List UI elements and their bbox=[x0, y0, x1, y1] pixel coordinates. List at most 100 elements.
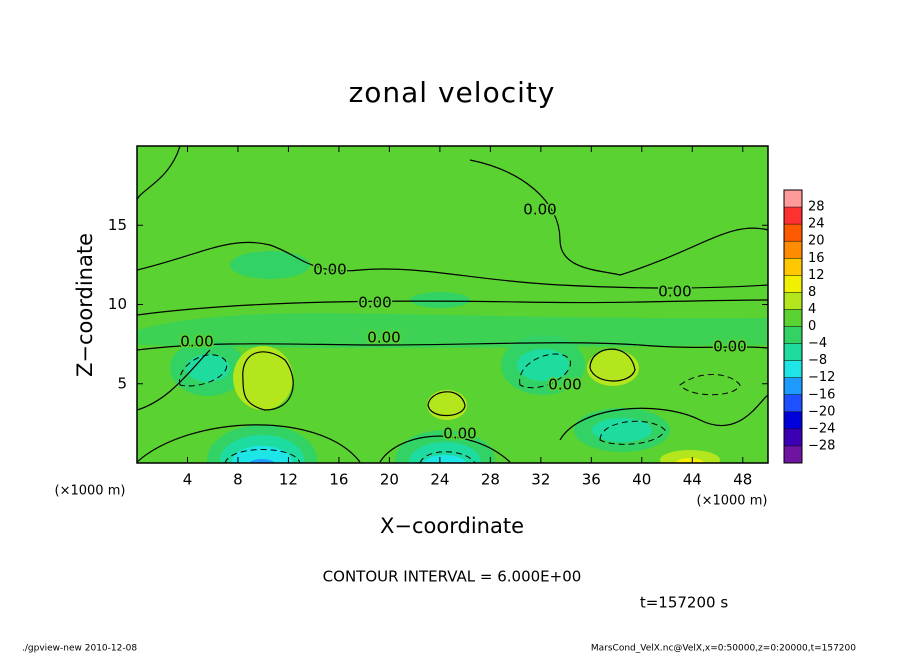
field-region bbox=[592, 418, 652, 442]
x-tick-label: 48 bbox=[733, 471, 752, 489]
contour-line bbox=[242, 351, 294, 411]
y-tick-label: 15 bbox=[108, 216, 127, 234]
x-tick-label: 36 bbox=[582, 471, 601, 489]
contour-line bbox=[469, 159, 768, 276]
colorbar-label: 20 bbox=[808, 234, 825, 249]
x-tick-label: 8 bbox=[233, 471, 243, 489]
field-region bbox=[410, 292, 470, 308]
contour-label: 0.00 bbox=[313, 261, 346, 279]
x-unit: (×1000 m) bbox=[697, 494, 768, 509]
chart-title: zonal velocity bbox=[349, 76, 556, 109]
colorbar-label: −24 bbox=[808, 421, 835, 436]
contour-line-negative bbox=[599, 420, 666, 445]
x-tick-label: 32 bbox=[531, 471, 550, 489]
contour-line bbox=[137, 241, 768, 289]
x-tick-label: 20 bbox=[380, 471, 399, 489]
footer-right: MarsCond_VelX.nc@VelX,x=0:50000,z=0:2000… bbox=[591, 644, 856, 654]
colorbar-label: −16 bbox=[808, 387, 835, 402]
colorbar-label: −4 bbox=[808, 336, 827, 351]
contour-line-negative bbox=[224, 449, 301, 463]
field-band bbox=[137, 313, 768, 349]
field-region bbox=[660, 450, 720, 463]
field-region bbox=[587, 350, 639, 386]
colorbar-box bbox=[784, 258, 802, 276]
field-region bbox=[423, 455, 467, 463]
field-band bbox=[137, 146, 768, 266]
contour-label: 0.00 bbox=[523, 201, 556, 219]
colorbar-label: −28 bbox=[808, 438, 835, 453]
colorbar-box bbox=[784, 275, 802, 293]
x-tick-label: 24 bbox=[430, 471, 449, 489]
colorbar-label: 24 bbox=[808, 217, 825, 232]
contour-line bbox=[137, 299, 768, 316]
colorbar-box bbox=[784, 292, 802, 310]
field-region bbox=[248, 459, 276, 463]
colorbar-label: 28 bbox=[808, 200, 825, 215]
colorbar-box bbox=[784, 394, 802, 412]
contour-line-negative bbox=[179, 354, 228, 387]
contour-label: 0.00 bbox=[443, 425, 476, 443]
colorbar-label: 4 bbox=[808, 302, 816, 317]
contour-line bbox=[137, 342, 768, 351]
field-region bbox=[517, 349, 569, 381]
colorbar-box bbox=[784, 309, 802, 327]
contour-label: 0.00 bbox=[358, 294, 391, 312]
colorbar-box bbox=[784, 411, 802, 429]
x-tick-label: 40 bbox=[632, 471, 651, 489]
time-label: t=157200 s bbox=[640, 594, 728, 612]
colorbar-box bbox=[784, 377, 802, 395]
colorbar-label: 0 bbox=[808, 319, 816, 334]
contour-label: 0.00 bbox=[367, 329, 400, 347]
contour-line bbox=[379, 435, 511, 463]
contour-label: 0.00 bbox=[713, 338, 746, 356]
field-region bbox=[409, 442, 481, 463]
x-tick-label: 16 bbox=[329, 471, 348, 489]
field-region bbox=[676, 458, 704, 463]
contour-field: 0.00 0.00 0.00 0.00 0.00 0.00 0.00 0.00 0.00 bbox=[137, 146, 768, 463]
colorbar-box bbox=[784, 190, 802, 208]
contour-line bbox=[427, 391, 466, 417]
colorbar-label: 8 bbox=[808, 285, 816, 300]
x-tick-label: 28 bbox=[481, 471, 500, 489]
colorbar-box bbox=[784, 445, 802, 463]
colorbar-box bbox=[784, 326, 802, 344]
contour-line bbox=[137, 146, 181, 201]
contour-line bbox=[559, 394, 768, 441]
field-region bbox=[186, 354, 230, 382]
colorbar-box bbox=[784, 360, 802, 378]
contour-label: 0.00 bbox=[180, 333, 213, 351]
colorbar-label: 16 bbox=[808, 251, 825, 266]
x-tick-label: 4 bbox=[183, 471, 193, 489]
contour-line bbox=[137, 424, 361, 463]
colorbar-box bbox=[784, 428, 802, 446]
x-axis-label: X−coordinate bbox=[380, 514, 524, 538]
colorbar-label: −20 bbox=[808, 404, 835, 419]
colorbar-box bbox=[784, 343, 802, 361]
field-region bbox=[232, 446, 292, 463]
contour-line-negative bbox=[419, 451, 476, 463]
y-tick-label: 10 bbox=[108, 295, 127, 313]
x-tick-label: 12 bbox=[279, 471, 298, 489]
field-region bbox=[427, 390, 467, 420]
field-region bbox=[233, 346, 293, 410]
x-unit: (×1000 m) bbox=[55, 484, 126, 499]
colorbar-label: −12 bbox=[808, 370, 835, 385]
colorbar-box bbox=[784, 241, 802, 259]
colorbar-box bbox=[784, 207, 802, 225]
footer-left: ./gpview-new 2010-12-08 bbox=[22, 644, 137, 654]
contour-line-negative bbox=[519, 353, 571, 389]
field-region bbox=[230, 251, 310, 279]
y-tick-label: 5 bbox=[117, 374, 127, 392]
colorbar-label: −8 bbox=[808, 353, 827, 368]
contour-label: 0.00 bbox=[658, 283, 691, 301]
contour-line bbox=[137, 349, 211, 411]
y-axis-label: Z−coordinate bbox=[73, 233, 97, 377]
contour-interval: CONTOUR INTERVAL = 6.000E+00 bbox=[323, 568, 582, 586]
colorbar-label: 12 bbox=[808, 268, 825, 283]
contour-label: 0.00 bbox=[548, 376, 581, 394]
colorbar-box bbox=[784, 224, 802, 242]
contour-line-negative bbox=[679, 374, 741, 396]
contour-line bbox=[589, 348, 636, 382]
x-tick-label: 44 bbox=[683, 471, 702, 489]
